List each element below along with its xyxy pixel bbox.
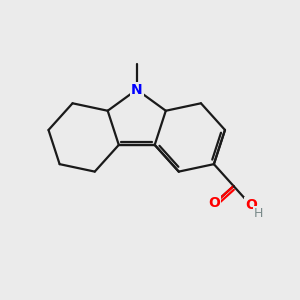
Text: H: H [254,207,263,220]
Text: O: O [208,196,220,210]
Text: O: O [245,198,257,212]
Text: N: N [131,82,142,97]
